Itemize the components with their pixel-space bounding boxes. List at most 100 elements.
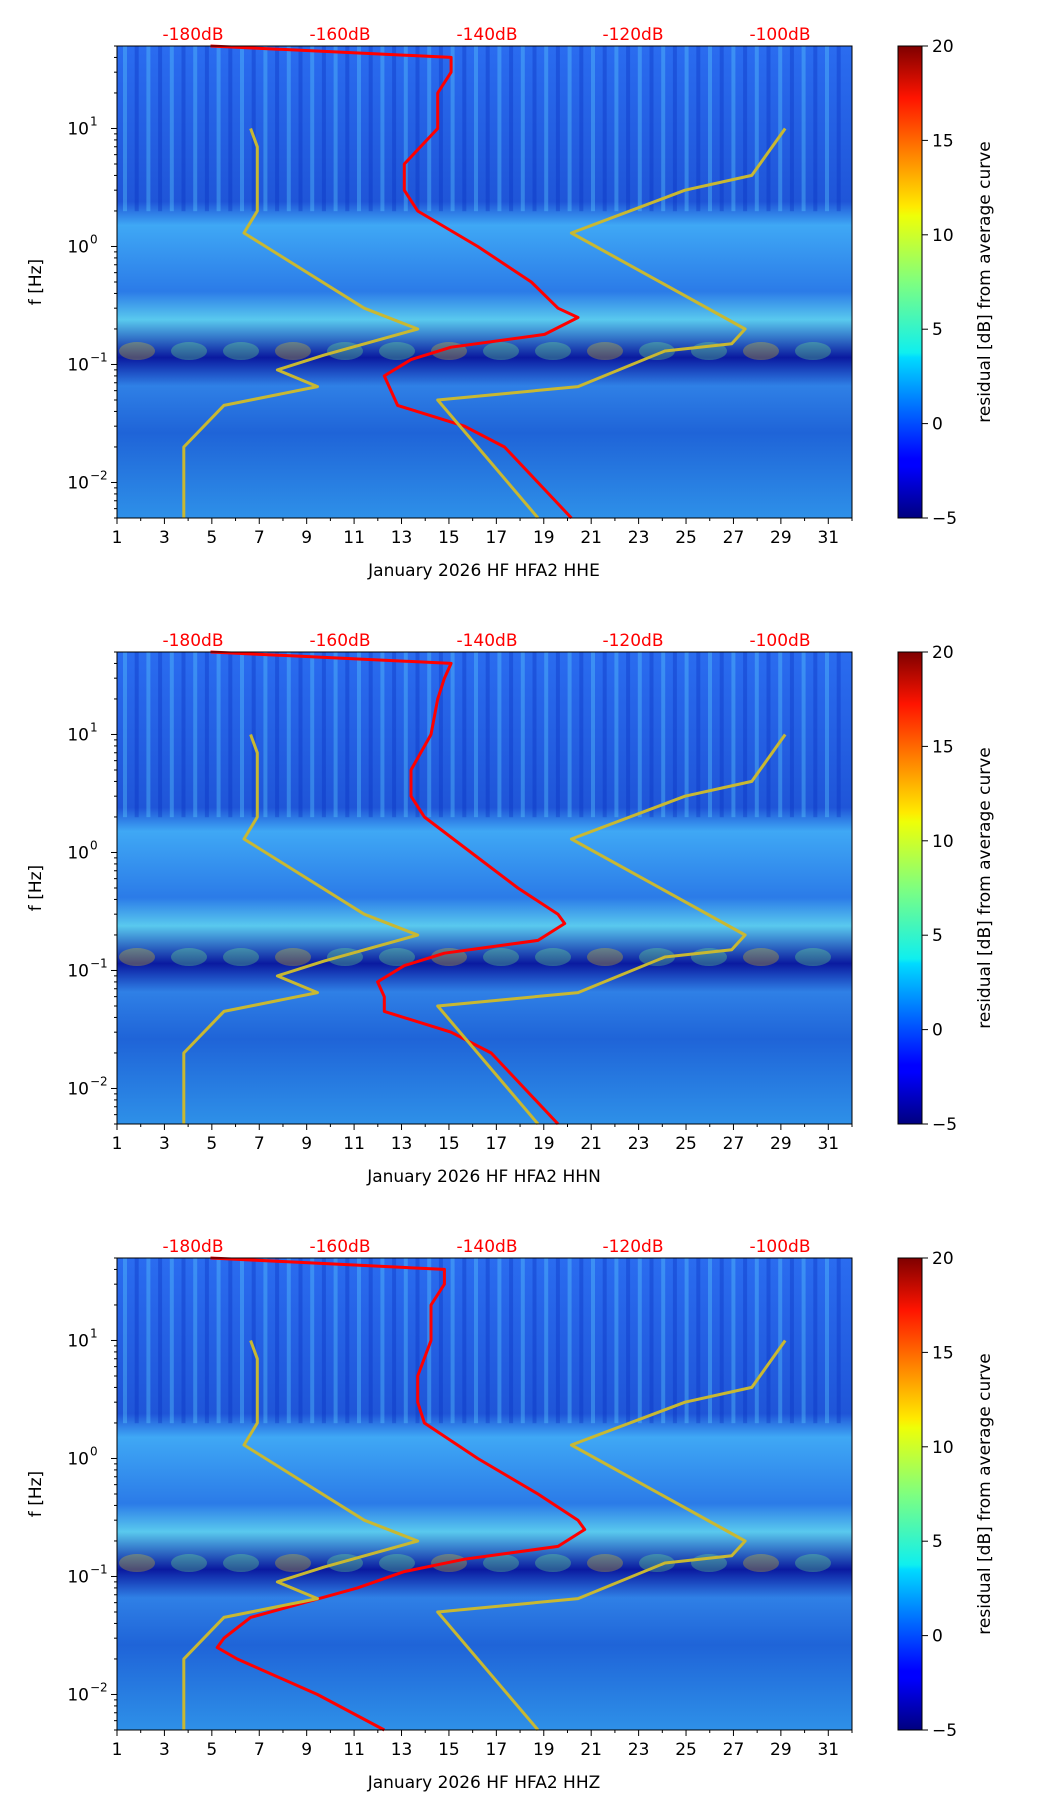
spectrogram-stripe — [438, 46, 443, 212]
spectrogram-stripe — [813, 1258, 818, 1424]
spectrogram-stripe — [263, 652, 268, 818]
spectrogram-stripe — [520, 652, 525, 818]
colorbar-tick-label: 20 — [932, 643, 954, 663]
spectrogram-stripe — [333, 46, 338, 212]
spectrogram-stripe — [813, 652, 818, 818]
spectrogram-stripe — [251, 46, 256, 212]
spectrogram-stripe — [649, 652, 654, 818]
db-label: -160dB — [309, 25, 370, 45]
spectrogram-stripe — [567, 652, 572, 818]
spectrogram-stripe — [836, 652, 841, 818]
spectrogram-stripe — [392, 46, 397, 212]
spectrogram-stripe — [754, 1258, 759, 1424]
spectrogram-stripe — [204, 46, 209, 212]
spectrogram-stripe — [357, 46, 361, 212]
microseism-blob — [639, 1554, 675, 1573]
x-tick-label: 23 — [628, 528, 650, 548]
spectrogram-stripe — [169, 46, 174, 212]
spectrogram-stripe — [696, 46, 701, 212]
spectrogram-stripe — [298, 1258, 303, 1424]
spectrogram-stripe — [228, 46, 233, 212]
spectrogram-stripe — [310, 1258, 315, 1424]
spectrogram-stripe — [427, 46, 432, 212]
spectrogram-stripe — [509, 1258, 514, 1424]
x-axis-label: January 2026 HF HFA2 HHZ — [367, 1773, 601, 1793]
spectrogram-stripe — [298, 652, 303, 818]
spectrogram-stripe — [614, 46, 619, 212]
spectrogram-stripe — [778, 652, 783, 818]
spectrogram-stripe — [204, 652, 209, 818]
y-axis-label: f [Hz] — [26, 259, 46, 305]
colorbar-tick-label: 5 — [932, 1532, 943, 1552]
spectrogram-stripe — [626, 652, 631, 818]
spectrogram-stripe — [357, 652, 361, 818]
spectrogram-stripe — [415, 1258, 420, 1424]
db-label: -140dB — [456, 25, 517, 45]
microseism-blob — [223, 1554, 259, 1573]
spectrogram-stripe — [509, 652, 514, 818]
spectrogram-stripe — [696, 1258, 701, 1424]
spectrogram-stripe — [181, 652, 186, 818]
spectrogram-stripe — [672, 652, 677, 818]
spectrogram-stripe — [462, 652, 467, 818]
microseism-blob — [587, 948, 623, 967]
colorbar-tick-label: 0 — [932, 1021, 943, 1041]
spectrogram-stripe — [146, 1258, 151, 1424]
colorbar-tick-label: 10 — [932, 226, 954, 246]
spectrogram-stripe — [789, 46, 794, 212]
x-axis: 1 3 5 7 9 11 13 15 17 19 21 23 25 27 29 31 — [112, 518, 853, 548]
colorbar-tick-label: 0 — [932, 1627, 943, 1647]
data-curves — [182, 44, 787, 520]
x-tick-label: 17 — [486, 528, 508, 548]
spectrogram-stripe — [801, 1258, 806, 1424]
db-label: -100dB — [749, 25, 810, 45]
colorbar — [897, 45, 923, 519]
x-tick-label: 13 — [391, 1740, 413, 1760]
reference-curve — [436, 1339, 787, 1731]
x-tick-label: 3 — [159, 1740, 170, 1760]
spectrogram-stripe — [193, 652, 198, 818]
x-tick-label: 5 — [206, 528, 217, 548]
db-label: -180dB — [162, 631, 223, 651]
microseism-blob — [795, 948, 831, 967]
x-tick-label: 29 — [770, 1740, 792, 1760]
y-tick-label: 10 — [67, 1685, 89, 1705]
x-tick-label: 29 — [770, 1134, 792, 1154]
spectrogram-stripe — [684, 652, 689, 818]
spectrogram-stripe — [555, 1258, 560, 1424]
spectrogram-stripe — [240, 1258, 244, 1424]
x-tick-label: 3 — [159, 528, 170, 548]
colorbar-ticks: 20 15 10 5 0 −5 — [922, 643, 957, 1135]
microseism-blob — [171, 1554, 207, 1573]
x-tick-label: 25 — [675, 528, 697, 548]
x-tick-label: 23 — [628, 1134, 650, 1154]
spectrogram-stripe — [240, 46, 244, 212]
x-tick-label: 27 — [723, 1740, 745, 1760]
spectrogram-stripe — [731, 46, 736, 212]
spectrogram-stripe — [357, 1258, 361, 1424]
spectrogram-stripe — [766, 652, 771, 818]
spectrogram-stripe — [415, 652, 420, 818]
data-curves — [182, 650, 787, 1126]
microseism-blob — [119, 342, 155, 361]
spectrogram-stripe — [567, 46, 572, 212]
spectrogram-stripe — [825, 46, 829, 212]
spectrogram-stripe — [228, 1258, 233, 1424]
spectrogram-stripe — [169, 1258, 174, 1424]
spectrogram-stripe — [555, 46, 560, 212]
colorbar-tick-label: −5 — [932, 1721, 957, 1741]
colorbar-tick-label: 10 — [932, 1438, 954, 1458]
x-tick-label: 17 — [486, 1134, 508, 1154]
spectrogram-stripe — [766, 1258, 771, 1424]
spectrogram-stripe — [181, 46, 186, 212]
microseism-blob — [223, 342, 259, 361]
microseism-blob — [171, 948, 207, 967]
spectrogram-stripe — [532, 652, 537, 818]
reference-curve — [182, 733, 420, 1124]
spectrogram-stripe — [708, 1258, 712, 1424]
spectrogram-stripe — [520, 1258, 525, 1424]
spectrogram-stripe — [134, 46, 139, 212]
